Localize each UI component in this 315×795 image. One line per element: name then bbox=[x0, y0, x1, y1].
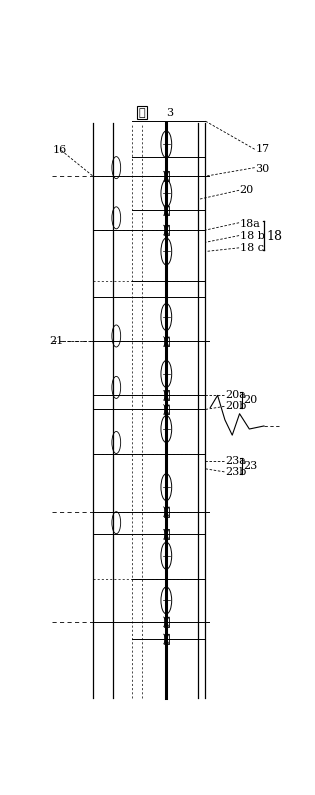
Bar bbox=[163, 617, 169, 626]
Text: 3: 3 bbox=[166, 107, 174, 118]
Text: 18a: 18a bbox=[239, 219, 261, 229]
Text: 18: 18 bbox=[266, 230, 283, 242]
Text: 17: 17 bbox=[255, 144, 270, 154]
Text: 23b: 23b bbox=[225, 467, 246, 477]
Text: 20a: 20a bbox=[225, 390, 246, 401]
Text: 23: 23 bbox=[243, 461, 257, 471]
Text: 20: 20 bbox=[243, 395, 257, 405]
Text: 21: 21 bbox=[49, 336, 63, 347]
Text: 18 b: 18 b bbox=[239, 231, 264, 241]
Bar bbox=[163, 206, 169, 215]
Text: 20: 20 bbox=[239, 185, 254, 196]
Bar bbox=[163, 405, 169, 414]
Bar bbox=[163, 390, 169, 400]
Text: 20b: 20b bbox=[225, 401, 246, 411]
Bar bbox=[163, 529, 169, 539]
Bar bbox=[163, 336, 169, 347]
Text: 16: 16 bbox=[53, 145, 67, 156]
Bar bbox=[163, 506, 169, 517]
Text: 23a: 23a bbox=[225, 456, 246, 466]
Text: 図: 図 bbox=[139, 107, 145, 118]
Bar bbox=[163, 634, 169, 644]
Bar bbox=[163, 171, 169, 181]
Bar bbox=[163, 225, 169, 235]
Text: 18 c: 18 c bbox=[239, 243, 264, 254]
Text: 30: 30 bbox=[255, 164, 270, 174]
